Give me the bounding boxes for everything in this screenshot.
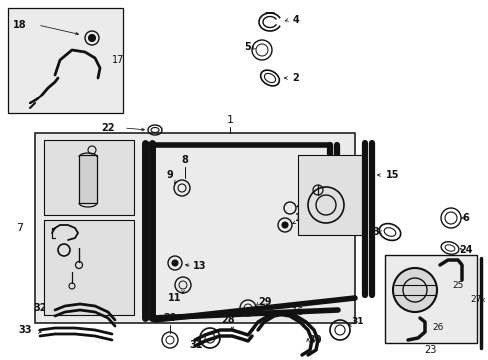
Text: 17: 17 — [112, 55, 124, 65]
Circle shape — [172, 260, 178, 266]
Text: 20: 20 — [303, 217, 316, 227]
Text: 29: 29 — [163, 313, 176, 323]
Bar — [384, 255, 476, 343]
Text: 30: 30 — [307, 335, 321, 345]
Text: 6: 6 — [462, 213, 468, 223]
Text: 16: 16 — [291, 307, 304, 317]
Text: 15: 15 — [386, 170, 399, 180]
Text: 3: 3 — [372, 227, 379, 237]
Text: 2: 2 — [292, 73, 299, 83]
Text: 23: 23 — [423, 345, 435, 355]
Text: 5: 5 — [244, 42, 251, 52]
Text: 1: 1 — [226, 115, 233, 125]
Text: 29: 29 — [258, 297, 271, 307]
Text: 11: 11 — [168, 293, 182, 303]
Text: 19: 19 — [307, 158, 321, 168]
Text: 31: 31 — [189, 340, 203, 350]
Text: 12: 12 — [295, 213, 308, 223]
Text: 18: 18 — [13, 20, 27, 30]
Text: 26: 26 — [431, 324, 443, 333]
Bar — [44, 140, 134, 215]
Text: 8: 8 — [181, 155, 188, 165]
Text: 24: 24 — [458, 245, 472, 255]
Text: 28: 28 — [221, 315, 234, 325]
Circle shape — [282, 222, 287, 228]
Text: 10: 10 — [48, 145, 61, 155]
Bar — [44, 220, 134, 315]
Circle shape — [88, 35, 95, 41]
Text: 32: 32 — [33, 303, 47, 313]
Bar — [35, 133, 354, 323]
Text: 13: 13 — [193, 261, 206, 271]
Text: 9: 9 — [166, 170, 173, 180]
Text: 27: 27 — [469, 296, 481, 305]
Text: 7: 7 — [17, 223, 23, 233]
Circle shape — [392, 268, 436, 312]
Bar — [79, 155, 97, 203]
Text: 22: 22 — [101, 123, 115, 133]
Text: 33: 33 — [18, 325, 32, 335]
Text: 31: 31 — [351, 318, 364, 327]
Bar — [8, 8, 123, 113]
Text: 25: 25 — [451, 280, 463, 289]
Text: 4: 4 — [292, 15, 299, 25]
Bar — [297, 155, 365, 235]
Text: 21: 21 — [49, 308, 61, 318]
Text: 14: 14 — [301, 197, 314, 207]
